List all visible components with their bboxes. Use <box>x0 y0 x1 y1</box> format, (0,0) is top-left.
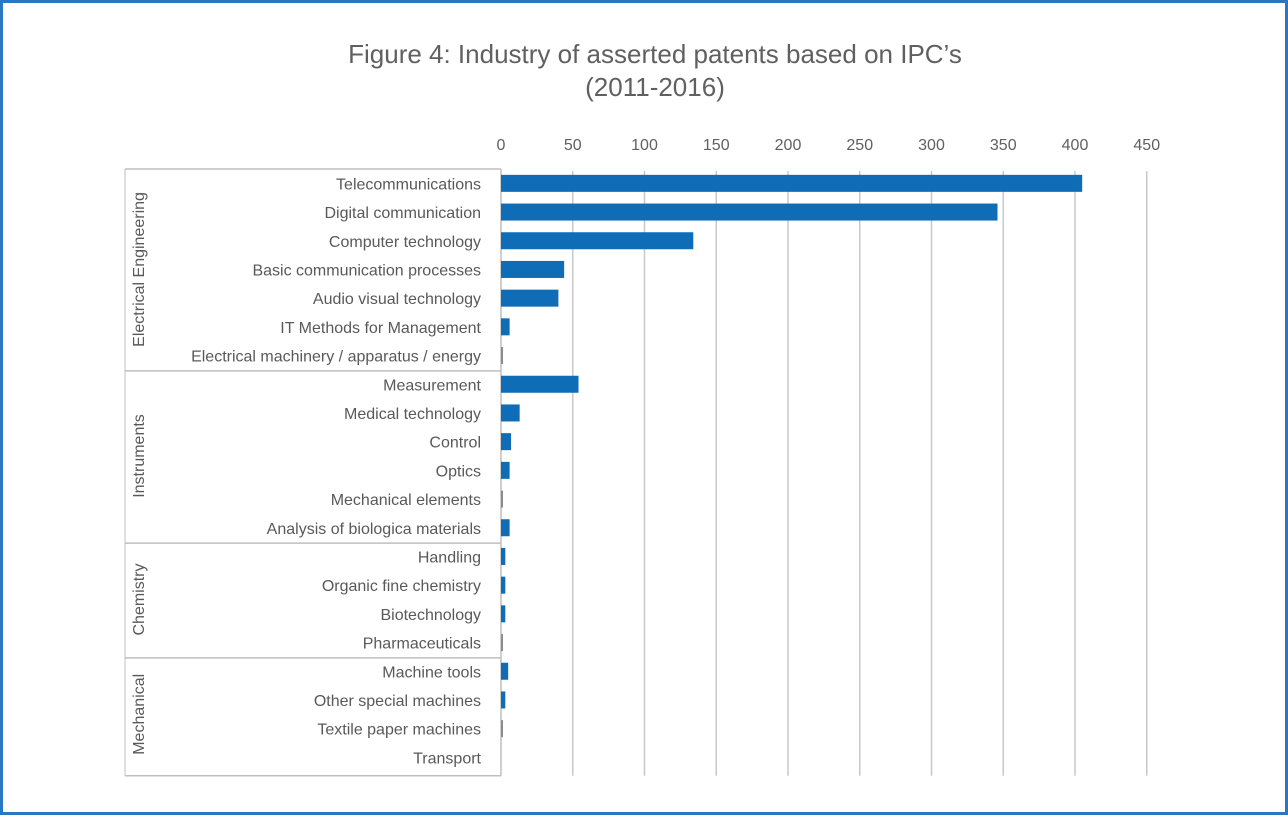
category-label: Optics <box>436 463 481 480</box>
group-label: Electrical Engineering <box>131 192 148 347</box>
category-label: Telecommunications <box>336 176 481 193</box>
category-label: Electrical machinery / apparatus / energ… <box>191 349 481 366</box>
category-label: Mechanical elements <box>331 492 481 509</box>
category-label: Control <box>429 435 481 452</box>
group-label: Chemistry <box>131 563 148 635</box>
x-tick-label: 450 <box>1133 137 1160 154</box>
chart-subtitle: (2011-2016) <box>585 72 725 102</box>
category-label: Digital communication <box>324 205 481 222</box>
category-label: Medical technology <box>344 406 481 423</box>
category-label: Computer technology <box>329 234 481 251</box>
bars <box>501 174 1083 738</box>
bar <box>501 289 559 307</box>
bar <box>501 605 506 623</box>
x-tick-label: 200 <box>775 137 802 154</box>
category-label: Pharmaceuticals <box>363 636 481 653</box>
category-label: IT Methods for Management <box>280 320 481 337</box>
category-label: Textile paper machines <box>317 722 481 739</box>
bar <box>501 174 1083 192</box>
x-tick-label: 400 <box>1062 137 1089 154</box>
bar <box>501 404 520 422</box>
bar <box>501 375 579 393</box>
bar <box>501 720 503 738</box>
bar <box>501 634 503 652</box>
chart-title-line1: Figure 4: Industry of asserted patents b… <box>348 39 962 69</box>
bar <box>501 461 510 479</box>
bar <box>501 203 998 221</box>
x-tick-label: 150 <box>703 137 730 154</box>
category-label: Transport <box>413 750 481 767</box>
group-label: Instruments <box>131 414 148 498</box>
bar <box>501 232 694 250</box>
category-label: Other special machines <box>314 693 481 710</box>
category-panel: Electrical Engineering Telecommunications… <box>124 168 502 777</box>
x-tick-label: 350 <box>990 137 1017 154</box>
bar <box>501 260 565 278</box>
bar <box>501 519 510 537</box>
category-label: Audio visual technology <box>313 291 481 308</box>
bar <box>501 662 509 680</box>
category-label: Handling <box>418 549 481 566</box>
chart-title: Figure 4: Industry of asserted patents b… <box>0 38 1288 104</box>
gridlines <box>572 171 1148 776</box>
category-label: Analysis of biologica materials <box>267 521 481 538</box>
x-tick-label: 100 <box>631 137 658 154</box>
bar <box>501 318 510 336</box>
x-tick-label: 250 <box>846 137 873 154</box>
bar <box>501 433 512 451</box>
x-tick-label: 50 <box>564 137 582 154</box>
x-tick-label: 0 <box>497 137 506 154</box>
bar <box>501 347 503 365</box>
bar <box>501 547 506 565</box>
x-tick-label: 300 <box>918 137 945 154</box>
bar <box>501 490 503 508</box>
bar <box>501 691 506 709</box>
x-axis-ticks: 0 50 100 150 200 250 300 350 400 450 <box>497 137 1161 154</box>
category-label: Measurement <box>383 377 481 394</box>
category-label: Machine tools <box>382 664 481 681</box>
category-label: Biotechnology <box>380 607 481 624</box>
category-label: Basic communication processes <box>252 262 481 279</box>
category-label: Organic fine chemistry <box>322 578 481 595</box>
bar <box>501 576 506 594</box>
group-label: Mechanical <box>131 674 148 755</box>
